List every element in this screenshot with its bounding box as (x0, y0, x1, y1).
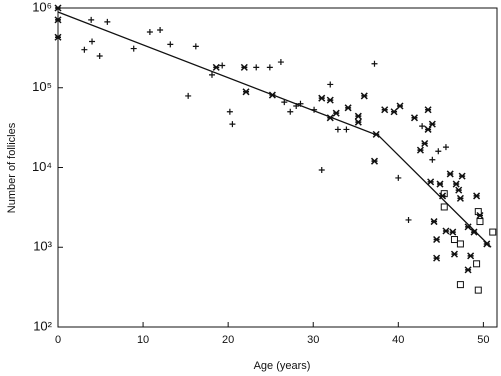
plus-point (104, 18, 111, 25)
y-tick-label: 10⁵ (32, 79, 52, 94)
cross-point (473, 192, 481, 200)
plus-point (192, 43, 199, 50)
cross-point (396, 102, 404, 110)
cross-point (332, 109, 340, 117)
cross-point (430, 218, 438, 226)
cross-point (354, 118, 362, 126)
x-axis-label: Age (years) (254, 360, 311, 372)
cross-point (424, 125, 432, 133)
plus-point (167, 41, 174, 48)
plus-point (442, 144, 449, 151)
cross-point (318, 94, 326, 102)
plus-point (226, 108, 233, 115)
square-point (456, 281, 464, 289)
cross-point (458, 172, 466, 180)
cross-point (54, 16, 62, 24)
plus-point (89, 38, 96, 45)
cross-point (390, 108, 398, 116)
cross-point (240, 63, 248, 71)
x-tick-label: 40 (392, 334, 404, 346)
cross-point (455, 186, 463, 194)
plus-point (253, 64, 260, 71)
plus-point (266, 64, 273, 71)
plus-point (343, 126, 350, 133)
x-tick-label: 30 (307, 334, 319, 346)
square-point (440, 203, 448, 211)
square-point (473, 260, 481, 268)
cross-point (54, 4, 62, 12)
y-tick-label: 10⁶ (32, 0, 52, 14)
y-tick-label: 10⁴ (32, 159, 52, 174)
cross-point (433, 235, 441, 244)
cross-point (381, 106, 389, 114)
plus-point (130, 45, 137, 52)
plus-point (419, 123, 426, 130)
y-tick-label: 10³ (33, 239, 52, 254)
plus-point (88, 16, 95, 23)
cross-point (439, 192, 447, 200)
cross-point (436, 180, 444, 188)
cross-point (467, 252, 475, 260)
x-tick-label: 20 (222, 334, 234, 346)
cross-point (433, 254, 441, 262)
cross-point (424, 106, 432, 114)
plus-point (208, 71, 215, 78)
cross-point (476, 211, 484, 220)
plus-point (429, 156, 436, 163)
cross-point (452, 180, 460, 188)
cross-point (421, 139, 429, 148)
cross-point (360, 92, 368, 100)
plus-point (435, 148, 442, 155)
plus-point (81, 46, 88, 53)
cross-point (344, 104, 352, 112)
y-axis-label: Number of follicles (6, 122, 18, 213)
cross-point (370, 157, 379, 165)
plus-point (157, 26, 164, 33)
cross-point (449, 228, 457, 236)
cross-point (354, 112, 362, 120)
cross-point (326, 96, 334, 104)
plus-point (405, 216, 412, 223)
cross-point (456, 194, 464, 202)
square-point (489, 228, 497, 236)
plus-point (229, 121, 236, 128)
cross-point (416, 146, 424, 154)
square-point (474, 208, 482, 216)
plus-point (395, 174, 402, 181)
x-tick-label: 0 (55, 334, 61, 346)
square-point (440, 190, 448, 198)
fit-line (57, 11, 492, 248)
y-tick-label: 10² (33, 318, 52, 333)
square-point (450, 236, 458, 244)
cross-point (427, 178, 435, 186)
cross-point (242, 88, 250, 96)
square-point (456, 240, 464, 248)
x-tick-label: 10 (137, 334, 149, 346)
cross-point (446, 170, 454, 178)
cross-point (450, 250, 458, 258)
cross-point (464, 266, 472, 274)
plus-point (327, 81, 334, 88)
cross-point (54, 33, 62, 41)
x-tick-label: 50 (477, 334, 489, 346)
plus-point (371, 60, 378, 67)
plus-point (277, 59, 284, 66)
cross-point (428, 120, 436, 128)
plus-point (334, 126, 341, 133)
plus-point (96, 53, 103, 60)
plus-point (146, 29, 153, 36)
plus-point (185, 92, 192, 99)
plus-point (219, 62, 226, 69)
cross-point (442, 227, 450, 235)
plot-frame (57, 7, 498, 328)
plus-point (281, 99, 288, 106)
plus-point (318, 167, 325, 174)
square-point (476, 218, 484, 226)
plus-point (287, 108, 294, 115)
cross-point (212, 63, 220, 71)
cross-point (410, 114, 419, 122)
square-point (474, 286, 482, 294)
